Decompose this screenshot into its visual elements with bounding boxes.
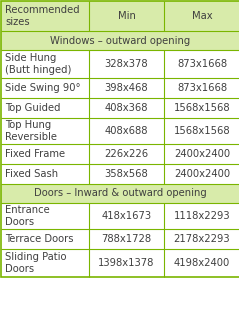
Text: Side Swing 90°: Side Swing 90°	[5, 83, 81, 93]
Text: Fixed Sash: Fixed Sash	[5, 169, 58, 179]
Text: Doors – Inward & outward opening: Doors – Inward & outward opening	[34, 188, 207, 198]
Text: 1398x1378: 1398x1378	[98, 258, 155, 268]
Text: Top Guided: Top Guided	[5, 103, 60, 113]
Text: 4198x2400: 4198x2400	[174, 258, 230, 268]
Text: 408x688: 408x688	[105, 126, 148, 136]
Text: 788x1728: 788x1728	[101, 234, 152, 244]
Text: 2178x2293: 2178x2293	[174, 234, 230, 244]
Bar	[1, 164, 239, 184]
Text: Side Hung
(Butt hinged): Side Hung (Butt hinged)	[5, 53, 71, 75]
Text: 873x1668: 873x1668	[177, 59, 227, 69]
Text: 2400x2400: 2400x2400	[174, 169, 230, 179]
Text: 418x1673: 418x1673	[101, 211, 152, 221]
Text: Min: Min	[118, 11, 136, 21]
Text: 1118x2293: 1118x2293	[174, 211, 230, 221]
Text: 408x368: 408x368	[105, 103, 148, 113]
Bar	[1, 203, 239, 229]
Bar	[1, 144, 239, 164]
Text: 226x226: 226x226	[104, 149, 149, 159]
Bar	[1, 1, 239, 31]
Text: Sliding Patio
Doors: Sliding Patio Doors	[5, 252, 66, 274]
Bar	[1, 1, 239, 277]
Text: Recommended
sizes: Recommended sizes	[5, 5, 80, 27]
Bar	[1, 184, 239, 203]
Text: Max: Max	[192, 11, 212, 21]
Bar	[1, 249, 239, 277]
Bar	[1, 50, 239, 78]
Text: 2400x2400: 2400x2400	[174, 149, 230, 159]
Text: 873x1668: 873x1668	[177, 83, 227, 93]
Bar	[1, 78, 239, 98]
Text: 1568x1568: 1568x1568	[174, 126, 230, 136]
Bar	[1, 229, 239, 249]
Text: Fixed Frame: Fixed Frame	[5, 149, 65, 159]
Text: 358x568: 358x568	[105, 169, 148, 179]
Bar	[1, 31, 239, 50]
Text: 398x468: 398x468	[105, 83, 148, 93]
Bar	[1, 98, 239, 118]
Text: Terrace Doors: Terrace Doors	[5, 234, 74, 244]
Bar	[1, 118, 239, 144]
Text: Windows – outward opening: Windows – outward opening	[50, 36, 191, 46]
Text: Entrance
Doors: Entrance Doors	[5, 205, 50, 227]
Text: Top Hung
Reversible: Top Hung Reversible	[5, 120, 57, 142]
Text: 1568x1568: 1568x1568	[174, 103, 230, 113]
Text: 328x378: 328x378	[105, 59, 148, 69]
